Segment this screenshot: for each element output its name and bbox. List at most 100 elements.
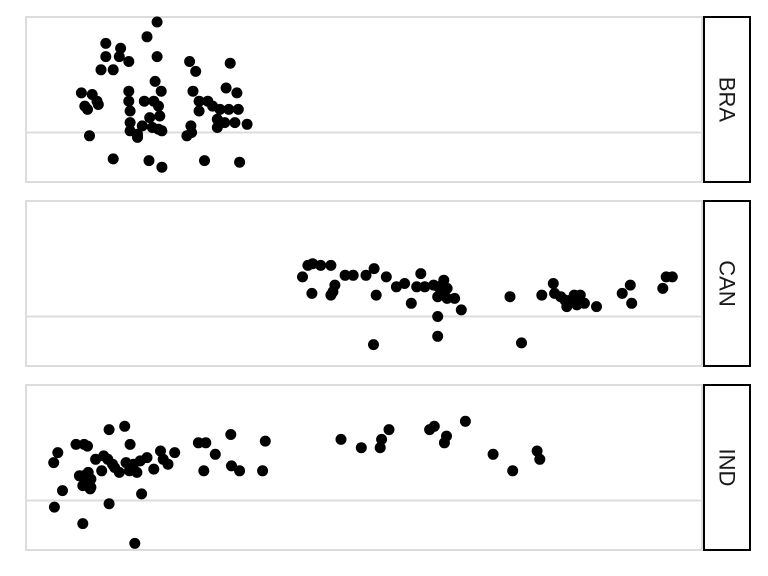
data-point-bra [151, 51, 163, 63]
data-point-bra [223, 103, 235, 115]
data-point-can [626, 297, 638, 309]
data-point-ind [234, 465, 246, 477]
data-point-bra [220, 82, 232, 94]
data-point-ind [82, 440, 93, 452]
data-point-bra [100, 37, 112, 49]
data-point-bra [123, 56, 135, 67]
data-point-ind [374, 442, 386, 454]
data-point-ind [438, 437, 450, 449]
data-point-can [432, 311, 444, 322]
data-point-bra [92, 99, 104, 110]
data-point-ind [103, 424, 115, 436]
data-point-bra [136, 120, 148, 132]
data-point-bra [123, 95, 135, 107]
data-point-ind [376, 433, 388, 445]
data-point-bra [123, 85, 135, 97]
data-point-can [347, 269, 359, 281]
data-point-can [306, 287, 318, 299]
data-point-can [415, 268, 427, 280]
data-point-can [516, 337, 527, 349]
data-point-bra [214, 103, 226, 115]
facet-strip-bra [703, 16, 751, 183]
data-point-bra [211, 122, 223, 133]
facet-label-bra: BRA [715, 77, 740, 123]
data-point-can [666, 271, 678, 283]
data-point-can [561, 301, 573, 313]
facet-strip-can [703, 200, 751, 367]
data-point-ind [259, 435, 271, 447]
facet-label-ind: IND [715, 449, 740, 487]
data-point-bra [82, 103, 93, 115]
data-point-can [339, 269, 351, 281]
data-point-bra [184, 56, 196, 67]
data-point-bra [84, 130, 95, 142]
data-point-can [368, 263, 380, 275]
data-point-bra [100, 51, 112, 63]
data-point-ind [531, 445, 543, 457]
data-point-ind [119, 420, 131, 432]
data-point-bra [151, 16, 163, 28]
data-point-ind [129, 537, 141, 549]
data-point-bra [232, 103, 244, 115]
data-point-bra [113, 51, 125, 63]
data-point-bra [234, 156, 246, 168]
data-point-ind [209, 448, 221, 460]
data-point-ind [48, 457, 60, 469]
data-point-ind [162, 458, 174, 470]
data-point-ind [198, 465, 210, 477]
data-point-ind [155, 445, 166, 457]
data-point-ind [123, 465, 135, 477]
data-point-ind [103, 498, 115, 510]
data-point-bra [187, 85, 199, 97]
data-point-can [657, 282, 669, 294]
data-point-ind [534, 453, 546, 465]
data-point-ind [383, 424, 395, 436]
data-point-can [547, 278, 559, 289]
data-point-can [624, 279, 636, 291]
data-point-bra [231, 87, 243, 99]
data-point-bra [154, 110, 166, 122]
data-point-ind [169, 447, 181, 459]
data-point-bra [193, 105, 205, 117]
data-point-ind [148, 463, 160, 475]
data-point-bra [181, 130, 193, 142]
data-point-ind [200, 437, 212, 449]
data-point-bra [211, 113, 223, 125]
facet-label-can: CAN [715, 260, 740, 306]
data-point-can [360, 269, 372, 281]
data-point-bra [107, 153, 119, 165]
data-point-ind [428, 420, 440, 432]
data-point-can [449, 292, 461, 304]
data-point-ind [85, 481, 97, 493]
data-point-ind [52, 447, 64, 459]
data-point-can [432, 330, 444, 342]
data-point-ind [136, 488, 148, 500]
data-point-can [390, 281, 402, 293]
data-point-bra [153, 100, 164, 112]
data-point-bra [132, 131, 143, 143]
data-point-ind [109, 462, 121, 473]
data-point-ind [96, 465, 108, 477]
data-point-ind [335, 433, 347, 445]
data-point-can [419, 281, 431, 293]
data-point-ind [141, 452, 153, 464]
data-point-can [536, 289, 548, 301]
data-point-can [591, 301, 602, 313]
data-point-ind [487, 448, 499, 460]
data-point-ind [70, 438, 82, 450]
data-point-ind [73, 470, 85, 482]
data-point-bra [124, 105, 136, 117]
facet-strip-ind [703, 384, 751, 551]
data-point-bra [124, 117, 136, 129]
data-point-can [368, 339, 379, 351]
data-point-can [432, 291, 444, 303]
data-point-bra [144, 112, 156, 124]
data-point-can [455, 304, 467, 316]
data-point-ind [124, 438, 136, 450]
data-point-can [405, 297, 417, 309]
data-point-bra [156, 161, 168, 173]
data-point-bra [224, 57, 236, 69]
data-point-bra [190, 65, 202, 77]
data-point-can [616, 287, 628, 299]
data-point-bra [193, 95, 205, 107]
